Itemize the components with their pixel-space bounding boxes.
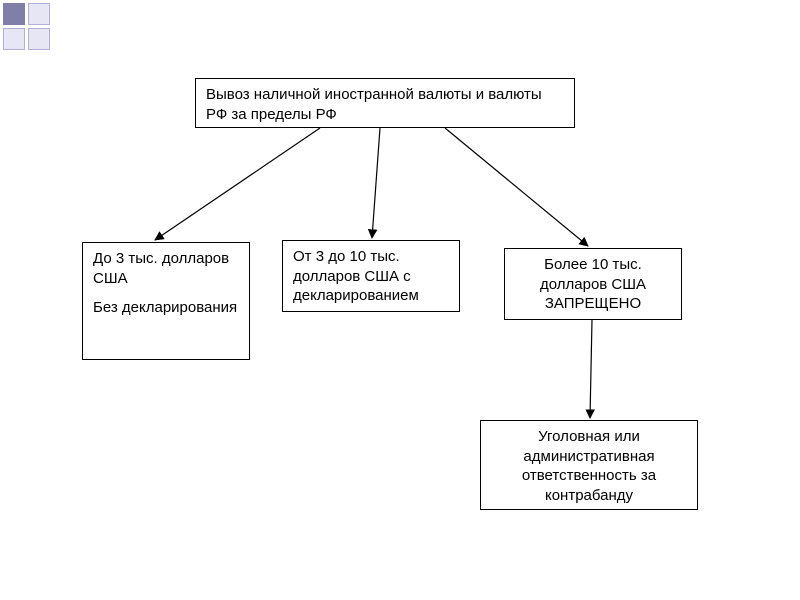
node-bottom: Уголовная или административная ответстве… (480, 420, 698, 510)
node-left: До 3 тыс. долларов США Без декларировани… (82, 242, 250, 360)
edge-right-bottom (590, 320, 592, 418)
deco-square (28, 28, 50, 50)
edge-root-mid (372, 128, 380, 238)
deco-square (3, 3, 25, 25)
edge-root-left (155, 128, 320, 240)
node-mid-text: От 3 до 10 тыс. долларов США с деклариро… (293, 248, 419, 304)
node-right-text: Более 10 тыс. долларов США ЗАПРЕЩЕНО (540, 256, 646, 312)
node-left-line2: Без декларирования (93, 298, 239, 318)
node-root: Вывоз наличной иностранной валюты и валю… (195, 78, 575, 128)
deco-square (28, 3, 50, 25)
node-mid: От 3 до 10 тыс. долларов США с деклариро… (282, 240, 460, 312)
deco-square (3, 28, 25, 50)
node-bottom-text: Уголовная или административная ответстве… (522, 428, 656, 504)
node-left-line1: До 3 тыс. долларов США (93, 249, 239, 288)
edge-root-right (445, 128, 588, 246)
node-right: Более 10 тыс. долларов США ЗАПРЕЩЕНО (504, 248, 682, 320)
node-root-text: Вывоз наличной иностранной валюты и валю… (206, 86, 542, 123)
